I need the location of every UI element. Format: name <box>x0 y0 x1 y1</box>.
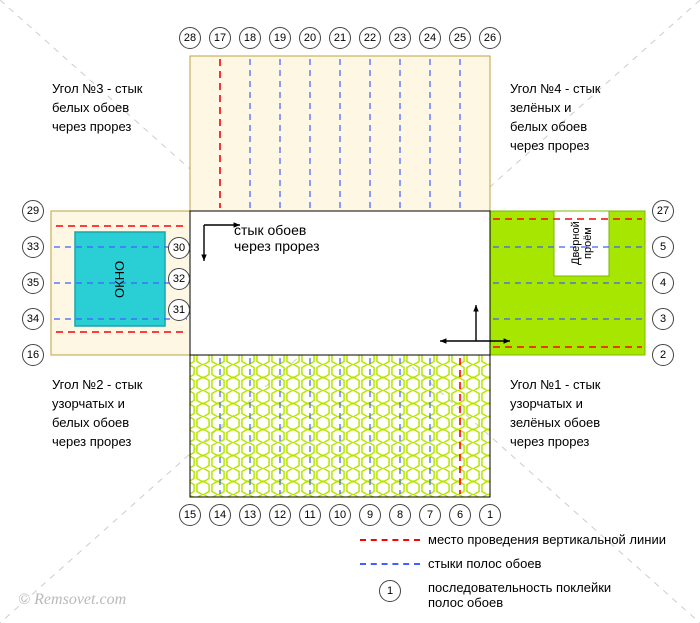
watermark: © Remsovet.com <box>18 591 126 609</box>
label-corner-3: Угол №3 - стыкбелых обоевчерез прорез <box>52 80 143 137</box>
badge-top-26: 26 <box>479 27 501 49</box>
legend-seq-text: последовательность поклейкиполос обоев <box>428 580 611 610</box>
badge-leftin-30: 30 <box>168 237 190 259</box>
label-corner-4: Угол №4 - стыкзелёных ибелых обоевчерез … <box>510 80 601 155</box>
badge-top-24: 24 <box>419 27 441 49</box>
label-corner-2: Угол №2 - стыкузорчатых ибелых обоевчере… <box>52 376 143 451</box>
badge-leftin-32: 32 <box>168 268 190 290</box>
legend-red-text: место проведения вертикальной линии <box>428 532 666 547</box>
legend-blue: стыки полос обоев <box>360 556 541 571</box>
badge-bottom-10: 10 <box>329 504 351 526</box>
legend-seq-badge-wrap: 1 <box>360 580 420 602</box>
badge-top-22: 22 <box>359 27 381 49</box>
badge-right-2: 2 <box>652 344 674 366</box>
label-corner-1: Угол №1 - стыкузорчатых изелёных обоевче… <box>510 376 601 451</box>
badge-top-21: 21 <box>329 27 351 49</box>
legend-blue-dash <box>360 563 420 565</box>
window-label: ОКНО <box>112 250 127 308</box>
legend-seq: 1 последовательность поклейкиполос обоев <box>360 580 611 610</box>
label-center: стык обоевчерез прорез <box>234 222 320 254</box>
badge-bottom-12: 12 <box>269 504 291 526</box>
badge-right-3: 3 <box>652 308 674 330</box>
badge-bottom-11: 11 <box>299 504 321 526</box>
door-label: Двернойпроём <box>570 217 594 270</box>
badge-bottom-8: 8 <box>389 504 411 526</box>
badge-left-33: 33 <box>22 236 44 258</box>
badge-left-35: 35 <box>22 272 44 294</box>
badge-right-4: 4 <box>652 272 674 294</box>
badge-left-16: 16 <box>22 344 44 366</box>
badge-left-34: 34 <box>22 308 44 330</box>
badge-top-17: 17 <box>209 27 231 49</box>
badge-top-23: 23 <box>389 27 411 49</box>
badge-top-25: 25 <box>449 27 471 49</box>
badge-top-28: 28 <box>179 27 201 49</box>
badge-bottom-15: 15 <box>179 504 201 526</box>
legend-red-dash <box>360 539 420 541</box>
badge-bottom-13: 13 <box>239 504 261 526</box>
badge-top-18: 18 <box>239 27 261 49</box>
badge-bottom-1: 1 <box>479 504 501 526</box>
badge-top-19: 19 <box>269 27 291 49</box>
legend-red: место проведения вертикальной линии <box>360 532 666 547</box>
legend-blue-text: стыки полос обоев <box>428 556 541 571</box>
badge-bottom-7: 7 <box>419 504 441 526</box>
badge-bottom-14: 14 <box>209 504 231 526</box>
badge-right-27: 27 <box>652 200 674 222</box>
badge-right-5: 5 <box>652 236 674 258</box>
badge-left-29: 29 <box>22 200 44 222</box>
badge-bottom-6: 6 <box>449 504 471 526</box>
badge-bottom-9: 9 <box>359 504 381 526</box>
legend-seq-badge: 1 <box>379 580 401 602</box>
badge-top-20: 20 <box>299 27 321 49</box>
